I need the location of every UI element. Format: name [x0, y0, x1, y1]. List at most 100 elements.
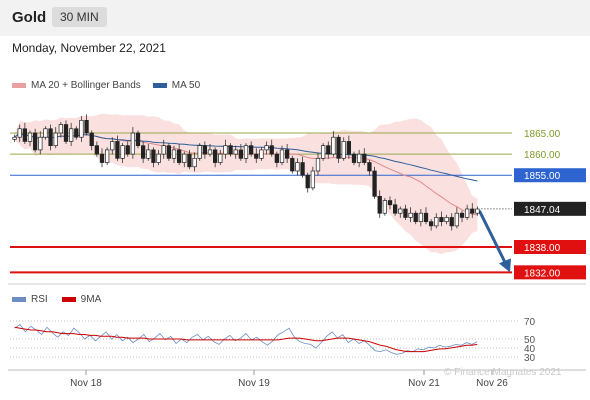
candle [290, 155, 295, 174]
candle [423, 207, 429, 225]
candle-body [444, 217, 449, 223]
chart-date: Monday, November 22, 2021 [12, 41, 166, 55]
candle [434, 213, 439, 229]
candle-body [387, 200, 393, 206]
bollinger-band [14, 113, 478, 255]
candle-body [12, 136, 17, 140]
candle [470, 203, 475, 218]
candle [197, 143, 202, 161]
main-legend: MA 20 + Bollinger Bands MA 50 [12, 80, 200, 91]
rsi-line [14, 324, 478, 355]
candle-body [212, 149, 218, 163]
candle [53, 127, 58, 149]
candle [22, 122, 28, 144]
legend-swatch-ma50 [152, 83, 167, 88]
candle [346, 135, 352, 159]
candle [99, 148, 105, 168]
candle-body [38, 136, 43, 151]
candle [146, 143, 151, 161]
candle-body [284, 149, 290, 159]
candle [161, 139, 166, 159]
candle [233, 145, 238, 159]
candle-body [470, 208, 475, 214]
candle-body [53, 132, 58, 147]
candle [63, 120, 69, 144]
candle-body [403, 208, 408, 218]
candle-body [454, 212, 460, 227]
candle-body [305, 174, 310, 189]
candle [305, 172, 310, 193]
candle-body [254, 153, 259, 159]
level-tag-1855.00 [514, 168, 586, 183]
candle [382, 198, 388, 216]
candle [439, 211, 444, 227]
candle [326, 141, 331, 159]
candle-body [336, 136, 341, 159]
candle [387, 196, 393, 210]
candle-body [274, 153, 280, 163]
candle-body [125, 145, 130, 155]
rsi-tick-label: 30 [524, 353, 536, 364]
candle-body [356, 153, 362, 163]
candle-body [475, 208, 480, 214]
candle [228, 143, 233, 157]
rsi-tick-label: 70 [524, 317, 536, 328]
candle [269, 139, 274, 157]
candle-body [346, 141, 352, 155]
level-label-1865.00: 1865.00 [524, 129, 561, 140]
candle [48, 124, 53, 151]
candle [284, 143, 290, 163]
candle-body [89, 132, 94, 147]
candle [79, 116, 84, 142]
candle [17, 124, 22, 142]
timeframe-button[interactable]: 30 MIN [52, 7, 107, 27]
9ma-line [14, 326, 478, 353]
candle-body [176, 149, 182, 163]
candle [408, 207, 413, 223]
candle-body [290, 157, 295, 172]
candle [367, 160, 372, 176]
candle-body [197, 145, 202, 159]
candle [464, 204, 470, 220]
candle [135, 130, 141, 149]
candle-body [320, 145, 326, 159]
candle [444, 214, 449, 225]
candle-body [233, 149, 238, 155]
candle [207, 143, 213, 157]
candle-body [382, 200, 388, 214]
candle [279, 145, 285, 166]
candle [176, 143, 182, 166]
candle [351, 151, 357, 166]
level-label-1855.00: 1855.00 [524, 171, 561, 182]
candle-body [259, 149, 264, 159]
candle [320, 143, 326, 161]
candle [187, 149, 192, 170]
candle [110, 137, 115, 155]
candle-body [372, 170, 377, 197]
candle [377, 190, 382, 218]
candle [238, 143, 244, 161]
candle-body [43, 128, 48, 138]
candle-body [434, 217, 439, 227]
candle-body [315, 157, 321, 172]
current-price-tag [514, 201, 586, 216]
candle [274, 151, 280, 168]
candle-body [156, 153, 161, 163]
candle [454, 207, 460, 229]
candle-body [99, 153, 105, 163]
candle [315, 152, 321, 176]
level-label-1832.00: 1832.00 [524, 268, 561, 279]
x-tick-label: Nov 18 [70, 378, 102, 389]
candle-body [74, 128, 79, 138]
candle [259, 147, 264, 161]
candle [212, 147, 218, 168]
candle [171, 145, 177, 163]
candle-body [120, 145, 125, 159]
candle-body [27, 132, 33, 142]
candle-body [238, 149, 244, 159]
level-label-1838.00: 1838.00 [524, 243, 561, 254]
candle [418, 209, 424, 227]
candle-body [104, 149, 110, 163]
candle [459, 210, 465, 223]
candle-body [413, 212, 418, 223]
